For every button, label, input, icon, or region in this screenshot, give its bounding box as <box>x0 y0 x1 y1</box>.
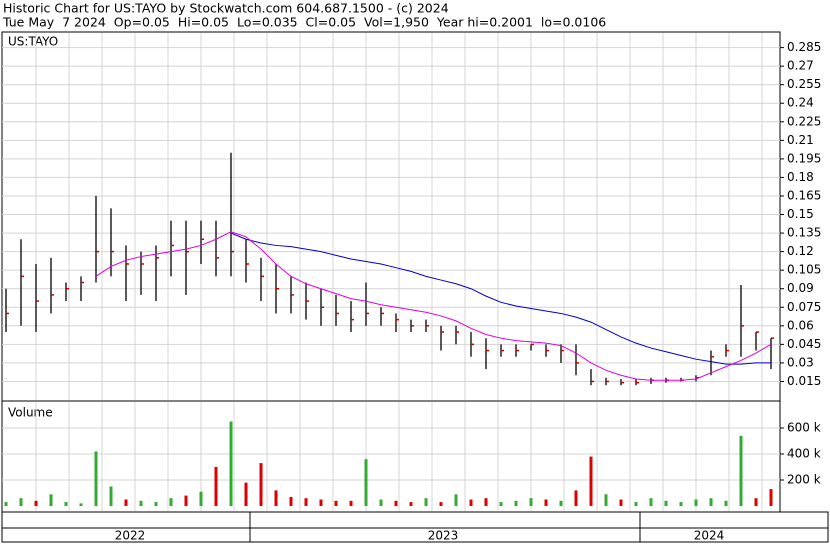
volume-bar <box>139 500 143 506</box>
volume-bar <box>739 435 743 506</box>
volume-bar <box>169 498 173 506</box>
volume-bar <box>394 500 398 506</box>
volume-bar <box>754 498 758 506</box>
volume-bar <box>484 498 488 506</box>
volume-bar <box>619 499 623 506</box>
volume-bar <box>319 499 323 506</box>
y-tick-label: 0.03 <box>787 355 814 369</box>
volume-bar <box>544 499 548 506</box>
volume-bar <box>769 489 773 506</box>
volume-bar <box>454 494 458 506</box>
volume-bar <box>154 502 158 506</box>
volume-bar <box>244 482 248 506</box>
y-tick-label: 0.24 <box>787 96 814 110</box>
y-tick-label: 0.18 <box>787 170 814 184</box>
y-tick-label: 0.21 <box>787 133 814 147</box>
volume-bar <box>274 490 278 506</box>
volume-bar <box>199 491 203 506</box>
header-line: Tue May 7 2024 Op=0.05 Hi=0.05 Lo=0.035 … <box>2 15 606 30</box>
moving-average <box>230 232 771 365</box>
y-tick-label: 0.135 <box>787 226 821 240</box>
volume-bar <box>514 500 518 506</box>
volume-bar <box>469 499 473 506</box>
volume-bar <box>439 502 443 506</box>
volume-bar <box>79 503 83 506</box>
volume-bar <box>349 500 353 506</box>
y-tick-label: 0.12 <box>787 244 814 258</box>
volume-bar <box>304 498 308 506</box>
panel-label: US:TAYO <box>8 35 58 49</box>
y-tick-label: 0.15 <box>787 207 814 221</box>
volume-bar <box>649 498 653 506</box>
volume-bar <box>124 499 128 506</box>
volume-bar <box>184 495 188 506</box>
volume-bar <box>664 500 668 506</box>
volume-bar <box>229 421 233 506</box>
volume-bar <box>529 498 533 506</box>
y-tick-label: 0.285 <box>787 40 821 54</box>
volume-bar <box>49 494 53 506</box>
volume-bar <box>289 496 293 506</box>
volume-bar <box>694 499 698 506</box>
volume-bar <box>574 490 578 506</box>
y-tick-label: 0.075 <box>787 300 821 314</box>
y-tick-label: 0.27 <box>787 59 814 73</box>
volume-bar <box>379 499 383 506</box>
y-tick-label: 0.045 <box>787 337 821 351</box>
y-tick-label: 200 k <box>787 473 821 487</box>
panel-label: Volume <box>8 406 53 420</box>
volume-bar <box>334 500 338 506</box>
volume-bar <box>19 498 23 506</box>
volume-bar <box>559 500 563 506</box>
volume-bar <box>604 494 608 506</box>
volume-bar <box>634 502 638 506</box>
year-label: 2024 <box>694 529 725 543</box>
year-label: 2023 <box>428 529 459 543</box>
volume-bar <box>214 467 218 506</box>
volume-bar <box>364 459 368 506</box>
year-label: 2022 <box>115 529 146 543</box>
volume-bar <box>109 486 113 506</box>
y-tick-label: 0.105 <box>787 263 821 277</box>
volume-bar <box>709 498 713 506</box>
volume-bar <box>94 451 98 506</box>
volume-bar <box>724 500 728 506</box>
y-tick-label: 0.195 <box>787 151 821 165</box>
y-tick-label: 0.06 <box>787 318 814 332</box>
moving-average <box>95 231 772 381</box>
y-tick-label: 600 k <box>787 421 821 435</box>
volume-bar <box>64 502 68 506</box>
y-tick-label: 0.165 <box>787 188 821 202</box>
y-tick-label: 0.015 <box>787 374 821 388</box>
volume-bar <box>259 463 263 506</box>
header-line: Historic Chart for US:TAYO by Stockwatch… <box>3 1 449 16</box>
y-tick-label: 0.09 <box>787 281 814 295</box>
y-tick-label: 0.225 <box>787 114 821 128</box>
y-tick-label: 400 k <box>787 447 821 461</box>
volume-bar <box>4 502 8 506</box>
volume-bar <box>499 502 503 506</box>
volume-bar <box>679 502 683 506</box>
volume-bar <box>424 498 428 506</box>
volume-bar <box>409 502 413 506</box>
volume-bar <box>589 456 593 506</box>
y-tick-label: 0.255 <box>787 77 821 91</box>
year-band <box>1 527 829 543</box>
volume-bar <box>34 500 38 506</box>
